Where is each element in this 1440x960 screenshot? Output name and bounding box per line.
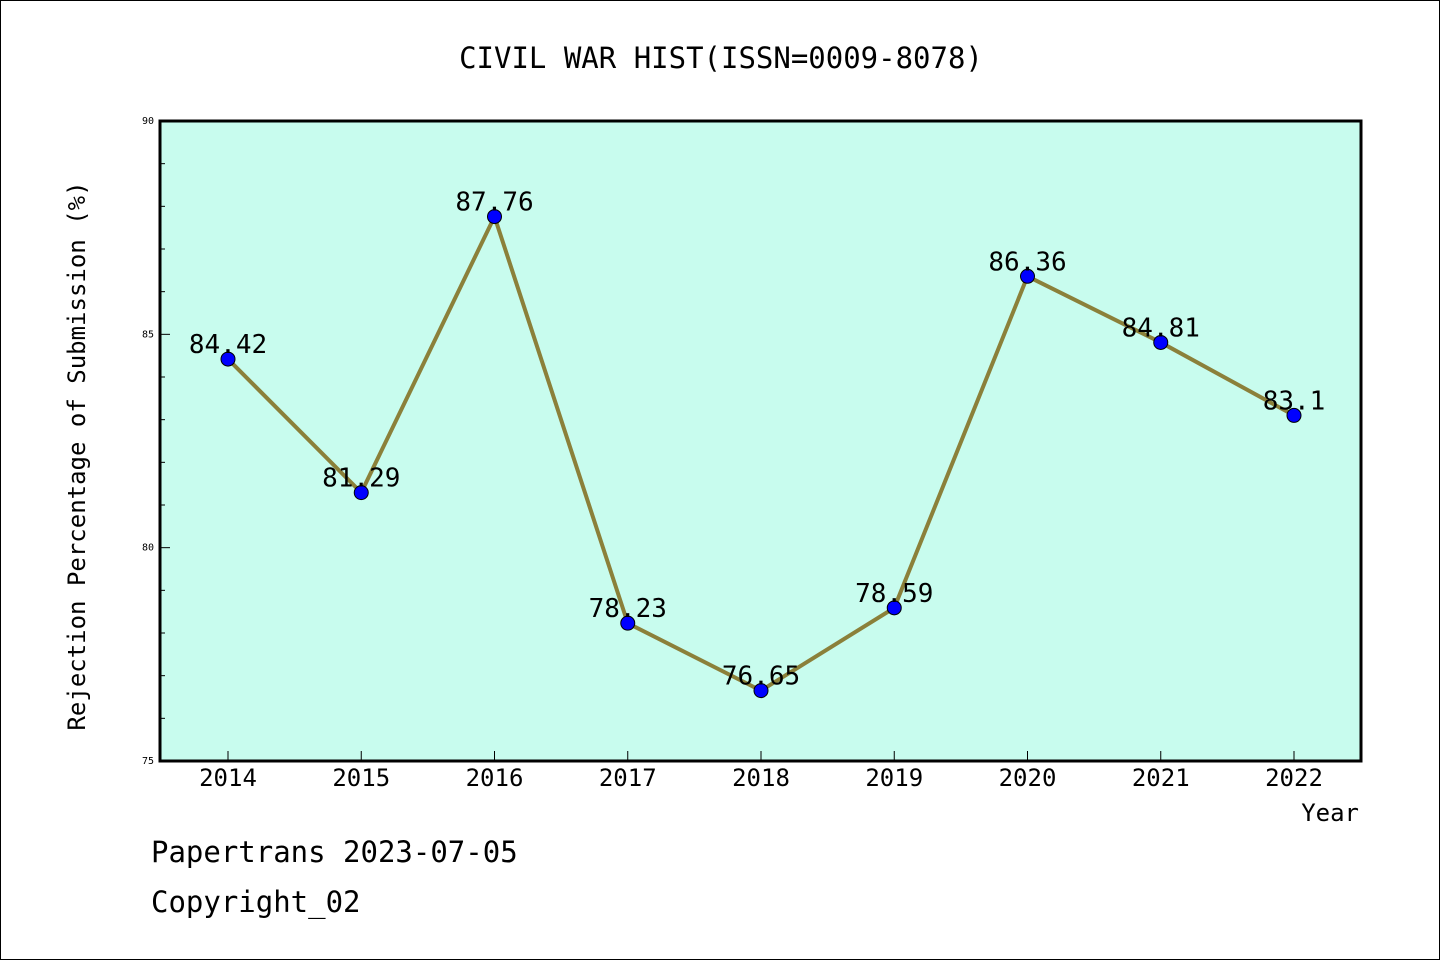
x-tick-label: 2017	[599, 764, 657, 792]
y-tick-label: 75	[142, 756, 154, 767]
y-tick-label: 90	[142, 116, 154, 127]
x-tick-label: 2021	[1132, 764, 1190, 792]
data-point	[886, 600, 902, 616]
y-axis-label: Rejection Percentage of Submission (%)	[63, 181, 91, 730]
data-point	[220, 351, 236, 367]
data-label: 81.29	[322, 464, 400, 494]
data-label: 86.36	[988, 247, 1066, 277]
chart-title: CIVIL WAR HIST(ISSN=0009-8078)	[459, 41, 983, 75]
x-tick-label: 2014	[199, 764, 257, 792]
x-tick-label: 2020	[999, 764, 1057, 792]
data-label: 76.65	[722, 662, 800, 692]
data-label: 87.76	[455, 188, 533, 218]
data-point	[753, 683, 769, 699]
data-label: 83.1	[1263, 386, 1326, 416]
y-tick-label: 80	[142, 543, 154, 554]
footer-copyright: Copyright_02	[151, 885, 361, 919]
data-label: 78.59	[855, 579, 933, 609]
series: 84.42 81.29 87.76 78.23 76.65 78.59 86.36 84.81…	[189, 188, 1326, 699]
data-point	[1020, 268, 1035, 284]
y-axis: 75 80 85 90	[142, 116, 170, 767]
data-point	[620, 615, 636, 631]
x-tick-label: 2022	[1265, 764, 1323, 792]
x-tick-label: 2018	[732, 764, 790, 792]
data-point	[353, 485, 369, 501]
data-label: 78.23	[589, 594, 667, 624]
x-tick-label: 2015	[332, 764, 390, 792]
footer-date-stamp: Papertrans 2023-07-05	[151, 835, 518, 869]
x-tick-label: 2019	[865, 764, 923, 792]
data-point	[1153, 334, 1169, 350]
data-label: 84.42	[189, 330, 267, 360]
data-point	[487, 209, 502, 225]
y-tick-label: 85	[142, 329, 154, 340]
x-tick-label: 2016	[466, 764, 524, 792]
x-axis: 2014 2015 2016 2017 2018 2019 2020 2021 2022	[199, 751, 1323, 792]
plot-area	[158, 119, 1363, 763]
x-axis-label: Year	[1301, 799, 1359, 827]
data-label: 84.81	[1122, 313, 1200, 343]
data-point	[1286, 407, 1302, 423]
